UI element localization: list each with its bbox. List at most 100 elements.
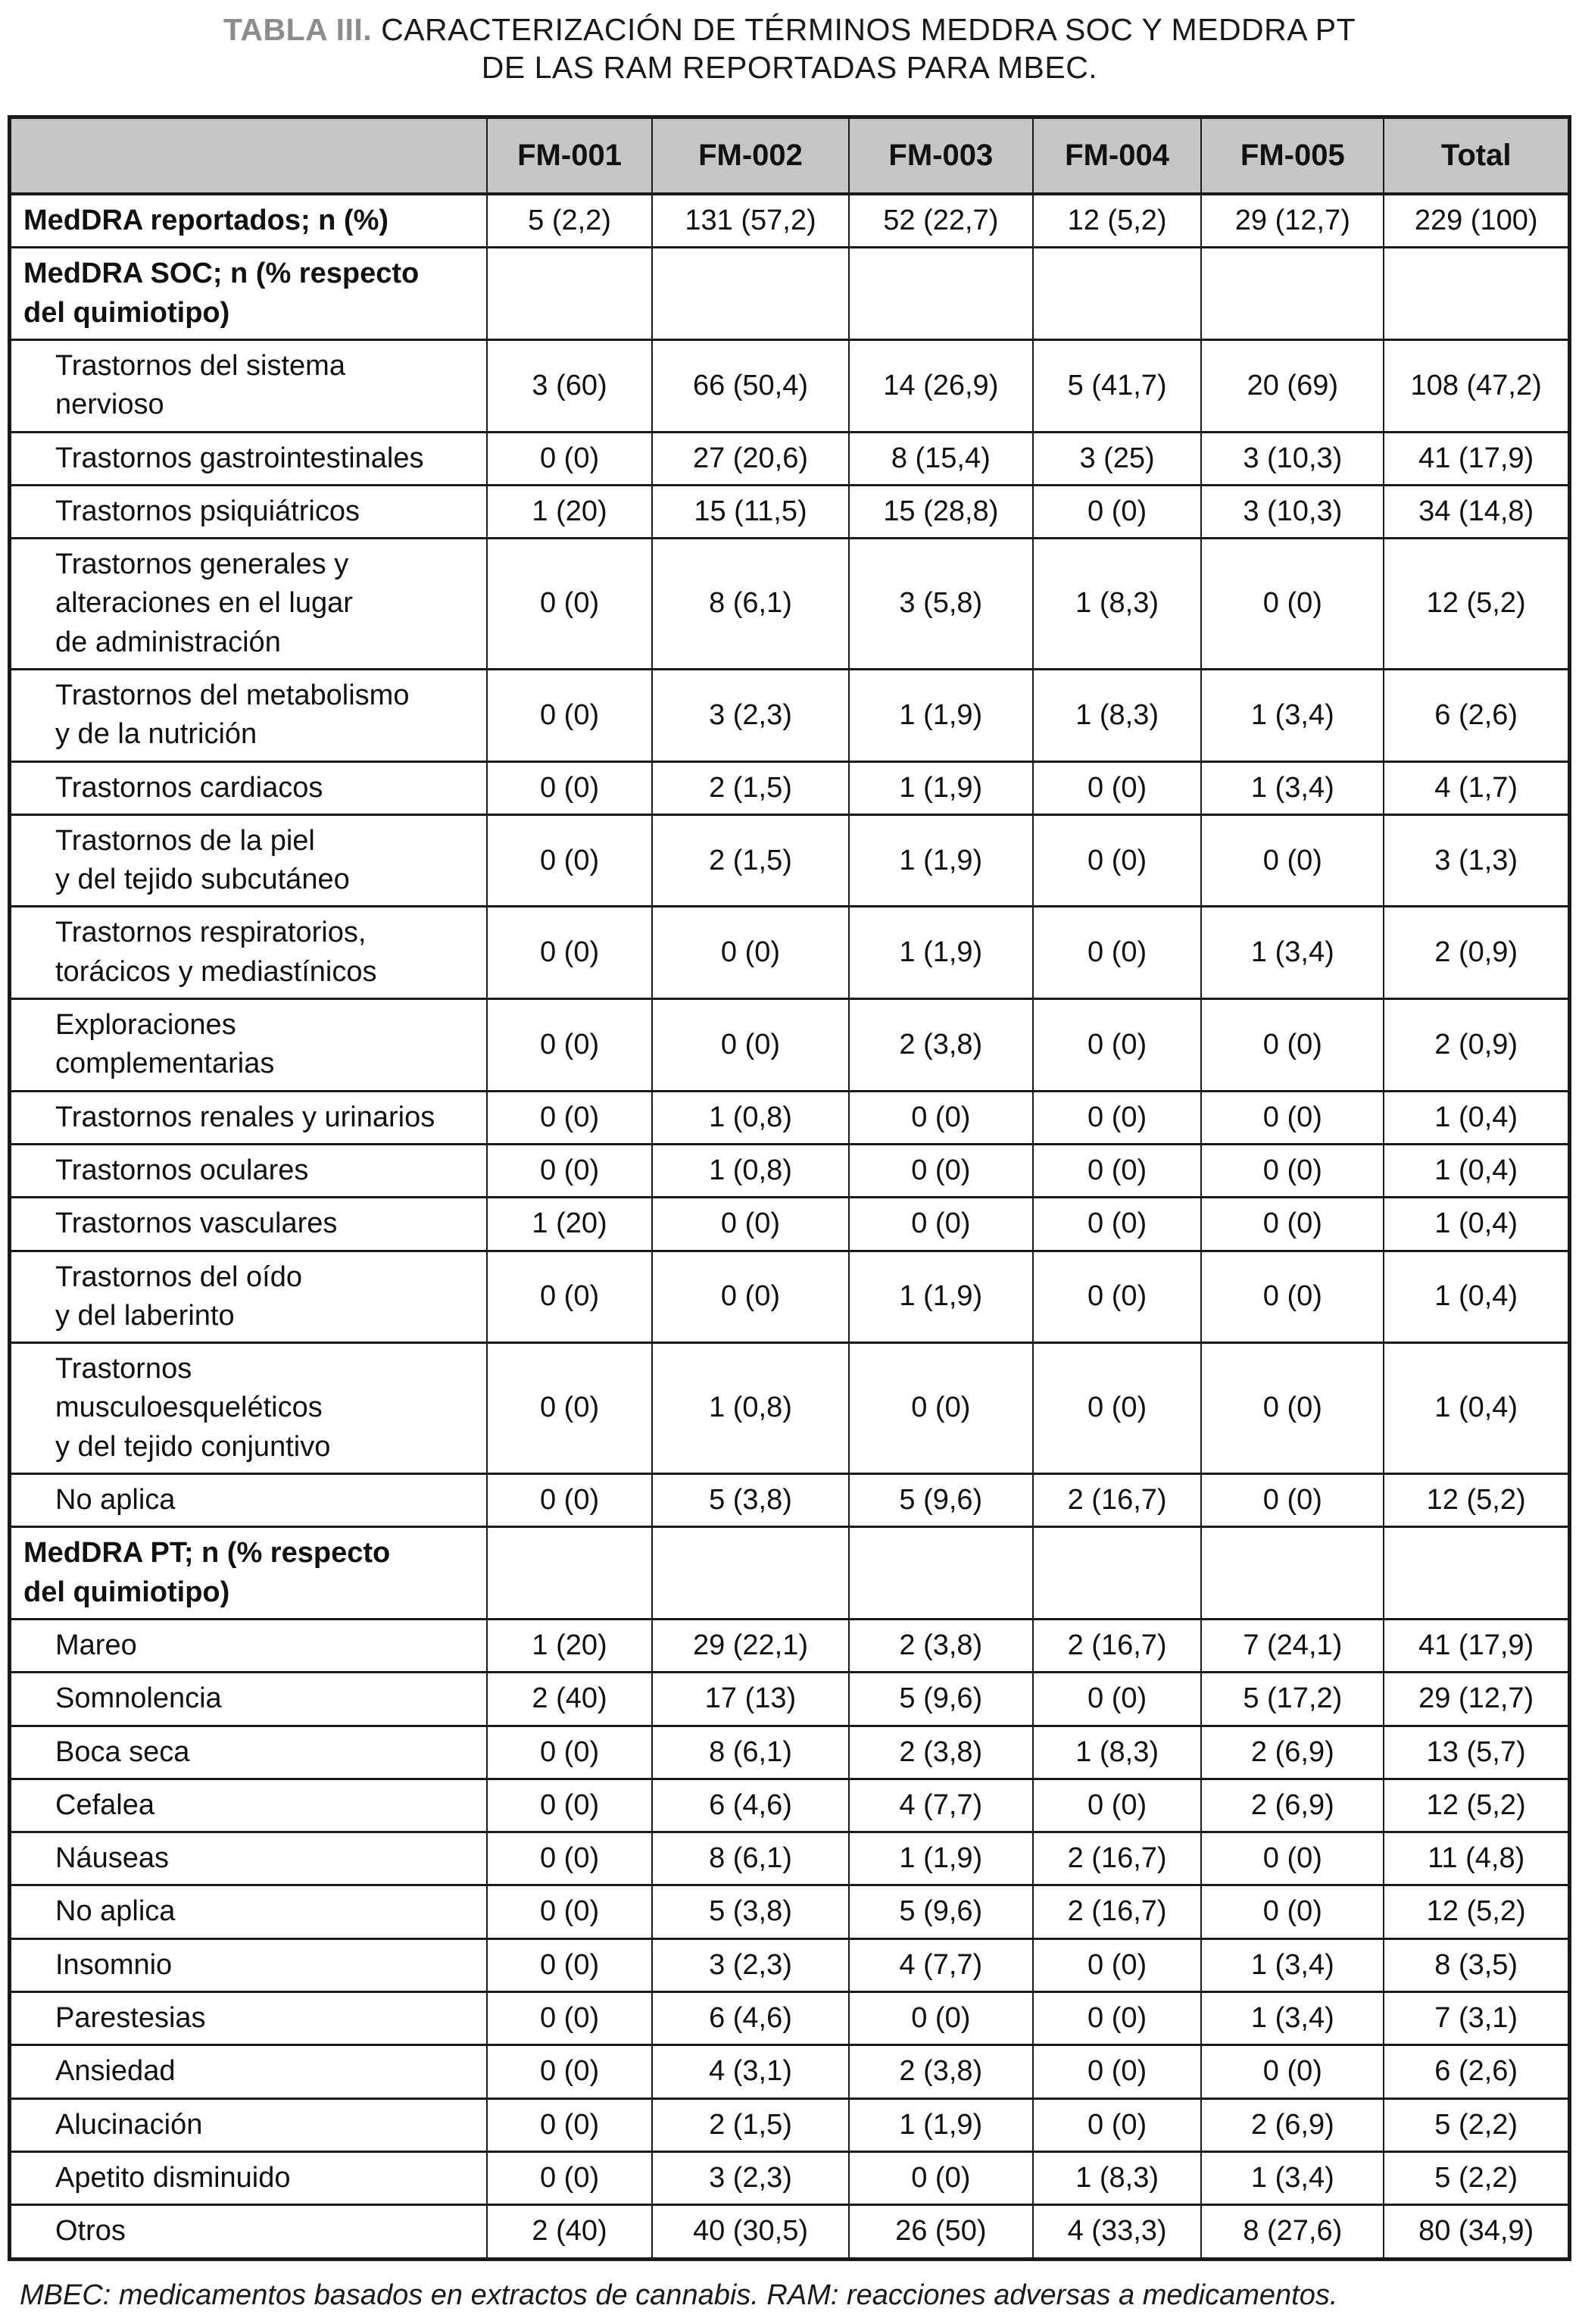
value-cell: 0 (0) (485, 2097, 654, 2153)
value-cell: 0 (0) (485, 905, 654, 1001)
value-cell: 66 (50,4) (651, 338, 850, 433)
value-cell: 0 (0) (485, 760, 654, 816)
value-cell: 2 (40) (485, 2204, 654, 2260)
value-cell: 0 (0) (1031, 1991, 1203, 2047)
value-cell: 0 (0) (1031, 1089, 1203, 1145)
row-label: Mareo (8, 1617, 488, 1674)
value-cell: 0 (0) (1031, 760, 1203, 816)
value-cell: 0 (0) (1031, 905, 1203, 1001)
value-cell: 1 (0,4) (1383, 1342, 1571, 1476)
value-cell (1383, 1526, 1571, 1620)
value-cell: 0 (0) (1031, 813, 1203, 908)
value-cell: 8 (6,1) (651, 1831, 850, 1887)
table-row: Trastornos musculoesqueléticos y del tej… (8, 1342, 1571, 1476)
value-cell: 0 (0) (1031, 1249, 1203, 1345)
table-row: Náuseas 0 (0) 8 (6,1) 1 (1,9) 2 (16,7) 0 (0) 1… (8, 1831, 1571, 1887)
row-label: MedDRA PT; n (% respecto del quimiotipo) (8, 1526, 488, 1620)
table-body: MedDRA reportados; n (%) 5 (2,2) 131 (57,2… (8, 192, 1571, 2260)
value-cell: 7 (3,1) (1383, 1991, 1571, 2047)
value-cell: 1 (3,4) (1200, 668, 1385, 763)
value-cell: 0 (0) (485, 430, 654, 486)
table-row: Trastornos cardiacos 0 (0) 2 (1,5) 1 (1,9) 0… (8, 760, 1571, 816)
value-cell (651, 246, 850, 341)
value-cell: 8 (3,5) (1383, 1937, 1571, 1994)
column-header: FM-004 (1031, 116, 1203, 196)
table-row: No aplica 0 (0) 5 (3,8) 5 (9,6) 2 (16,7) 0 (0… (8, 1473, 1571, 1529)
value-cell: 29 (12,7) (1383, 1671, 1571, 1727)
value-cell: 14 (26,9) (847, 338, 1034, 433)
value-cell: 2 (3,8) (847, 2044, 1034, 2100)
table-row: Trastornos renales y urinarios 0 (0) 1 (0,… (8, 1089, 1571, 1145)
table-row: MedDRA PT; n (% respecto del quimiotipo) (8, 1526, 1571, 1620)
value-cell: 0 (0) (1031, 1937, 1203, 1994)
value-cell: 1 (20) (485, 483, 654, 540)
value-cell: 40 (30,5) (651, 2204, 850, 2260)
value-cell: 11 (4,8) (1383, 1831, 1571, 1887)
value-cell: 4 (7,7) (847, 1937, 1034, 1994)
value-cell: 2 (0,9) (1383, 998, 1571, 1092)
row-label: Trastornos respiratorios, torácicos y me… (8, 905, 488, 1001)
table-row: Trastornos generales y alteraciones en e… (8, 537, 1571, 670)
header-row: FM-001 FM-002 FM-003 FM-004 FM-005 Total (8, 116, 1571, 196)
value-cell: 0 (0) (485, 2044, 654, 2100)
column-header (8, 116, 488, 196)
value-cell: 0 (0) (485, 1937, 654, 1994)
value-cell (485, 246, 654, 341)
row-label: Cefalea (8, 1777, 488, 1834)
value-cell: 7 (24,1) (1200, 1617, 1385, 1674)
row-label: Trastornos vasculares (8, 1196, 488, 1252)
row-label: Apetito disminuido (8, 2150, 488, 2207)
value-cell: 6 (4,6) (651, 1991, 850, 2047)
value-cell: 0 (0) (1031, 1196, 1203, 1252)
value-cell: 4 (7,7) (847, 1777, 1034, 1834)
value-cell: 2 (3,8) (847, 1724, 1034, 1780)
table-row: Somnolencia 2 (40) 17 (13) 5 (9,6) 0 (0) 5 (1… (8, 1671, 1571, 1727)
value-cell: 5 (3,8) (651, 1473, 850, 1529)
value-cell: 0 (0) (1200, 537, 1385, 670)
table-row: Alucinación 0 (0) 2 (1,5) 1 (1,9) 0 (0) 2 (6,… (8, 2097, 1571, 2153)
value-cell: 34 (14,8) (1383, 483, 1571, 540)
row-label: Trastornos del sistema nervioso (8, 338, 488, 433)
table-row: Otros 2 (40) 40 (30,5) 26 (50) 4 (33,3) 8 (27… (8, 2204, 1571, 2260)
value-cell: 0 (0) (847, 1342, 1034, 1476)
value-cell: 26 (50) (847, 2204, 1034, 2260)
table-number-label: TABLA III. (223, 12, 373, 47)
value-cell: 0 (0) (1031, 2044, 1203, 2100)
value-cell: 0 (0) (1031, 483, 1203, 540)
table-row: MedDRA SOC; n (% respecto del quimiotipo… (8, 246, 1571, 341)
row-label: MedDRA reportados; n (%) (8, 192, 488, 249)
value-cell: 1 (3,4) (1200, 2150, 1385, 2207)
table-title-line1: CARACTERIZACIÓN DE TÉRMINOS MEDDRA SOC Y… (381, 12, 1356, 47)
row-label: Trastornos gastrointestinales (8, 430, 488, 486)
value-cell: 8 (27,6) (1200, 2204, 1385, 2260)
value-cell: 0 (0) (1200, 1249, 1385, 1345)
table-row: Trastornos gastrointestinales 0 (0) 27 (20… (8, 430, 1571, 486)
value-cell (1200, 1526, 1385, 1620)
row-label: Otros (8, 2204, 488, 2260)
row-label: Trastornos generales y alteraciones en e… (8, 537, 488, 670)
value-cell: 3 (60) (485, 338, 654, 433)
table-row: Boca seca 0 (0) 8 (6,1) 2 (3,8) 1 (8,3) 2 (6,… (8, 1724, 1571, 1780)
column-header: FM-002 (651, 116, 850, 196)
table-header-row: FM-001 FM-002 FM-003 FM-004 FM-005 Total (8, 116, 1571, 196)
value-cell: 2 (3,8) (847, 998, 1034, 1092)
table-row: Mareo 1 (20) 29 (22,1) 2 (3,8) 2 (16,7) 7 (24… (8, 1617, 1571, 1674)
value-cell: 2 (16,7) (1031, 1617, 1203, 1674)
value-cell (847, 1526, 1034, 1620)
value-cell: 29 (22,1) (651, 1617, 850, 1674)
value-cell: 1 (1,9) (847, 813, 1034, 908)
value-cell: 3 (25) (1031, 430, 1203, 486)
value-cell: 4 (33,3) (1031, 2204, 1203, 2260)
value-cell: 12 (5,2) (1031, 192, 1203, 249)
value-cell: 108 (47,2) (1383, 338, 1571, 433)
value-cell: 3 (10,3) (1200, 483, 1385, 540)
row-label: Náuseas (8, 1831, 488, 1887)
value-cell: 1 (1,9) (847, 760, 1034, 816)
value-cell: 0 (0) (485, 2150, 654, 2207)
value-cell: 0 (0) (485, 1089, 654, 1145)
value-cell: 0 (0) (485, 1884, 654, 1940)
value-cell (1031, 246, 1203, 341)
value-cell: 2 (6,9) (1200, 1777, 1385, 1834)
value-cell (651, 1526, 850, 1620)
value-cell: 0 (0) (651, 998, 850, 1092)
